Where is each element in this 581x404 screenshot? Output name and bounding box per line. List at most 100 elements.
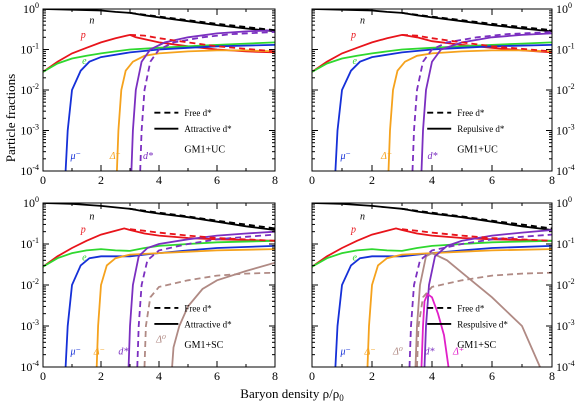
series-group [312,9,552,171]
series-group [43,203,275,367]
series-line-5 [420,32,552,171]
y-tick-exponent: -3 [32,318,39,327]
curve-label: p [350,224,356,235]
y-tick-label: 10-4 [556,359,575,374]
curve-label: Δ⁻ [109,151,121,162]
y-tick-base: 10 [20,319,32,333]
series-line-1 [43,227,275,268]
curve-label: Δ⁻ [93,347,105,358]
panel-annotation: GM1+SC [184,340,223,351]
y-tick-exponent: -2 [568,82,575,91]
series-group [43,9,275,171]
series-line-4 [387,49,552,171]
x-tick-label: 4 [156,173,162,187]
x-tick-label: 6 [214,173,220,187]
y-tick-exponent: 0 [568,195,572,204]
y-tick-base: 10 [556,2,568,16]
y-tick-label: 10-2 [556,277,575,292]
series-line-8 [129,12,275,32]
series-line-8 [408,233,552,367]
series-line-2 [43,41,275,73]
curve-label: e [82,56,87,67]
y-tick-label: 10-2 [556,82,575,97]
x-tick-label: 8 [272,173,278,187]
y-tick-label: 10-2 [20,277,39,292]
x-tick-label: 6 [489,369,495,383]
y-tick-label: 10-3 [556,318,575,333]
y-tick-base: 10 [20,237,32,251]
series-line-5 [127,230,275,367]
y-tick-label: 10-1 [556,236,575,251]
y-tick-exponent: -2 [32,277,39,286]
y-tick-label: 10-3 [20,123,39,138]
curve-label: μ⁻ [340,151,351,162]
curve-label: n [360,211,365,222]
series-line-10 [129,207,275,230]
y-tick-base: 10 [23,2,35,16]
y-axis-label: Particle fractions [3,74,18,162]
x-tick-label: 0 [309,173,315,187]
series-line-6 [136,233,275,367]
y-tick-label: 10-1 [556,42,575,57]
y-tick-label: 10-2 [20,82,39,97]
curve-label: d* [118,347,128,358]
x-tick-label: 4 [429,369,435,383]
y-tick-base: 10 [20,83,32,97]
y-tick-label: 10-3 [20,318,39,333]
curve-label: d* [425,347,435,358]
y-tick-base: 10 [20,278,32,292]
curve-label: Δ⁰ [392,347,403,358]
x-tick-label: 6 [214,369,220,383]
y-tick-label: 10-4 [20,359,39,374]
series-line-7 [129,34,275,53]
series-line-9 [129,228,275,242]
plot-frame [311,202,553,368]
series-line-2 [312,41,552,73]
y-tick-base: 10 [20,360,32,374]
x-tick-label: 4 [429,173,435,187]
y-tick-exponent: -3 [568,318,575,327]
curve-label: Δ⁻ [364,347,376,358]
y-tick-base: 10 [556,319,568,333]
y-tick-exponent: 0 [35,195,39,204]
y-tick-base: 10 [556,278,568,292]
series-line-8 [143,271,275,367]
y-tick-exponent: 0 [568,1,572,10]
series-line-4 [116,49,275,171]
y-tick-base: 10 [556,43,568,57]
y-tick-exponent: -4 [32,359,39,368]
series-line-6 [139,31,275,171]
series-line-3 [334,245,552,367]
curve-label: n [360,16,365,27]
curve-label: d* [143,151,153,162]
y-tick-exponent: -1 [568,236,575,245]
y-tick-exponent: -2 [568,277,575,286]
curve-label: d* [428,151,438,162]
y-tick-label: 10-4 [20,163,39,178]
series-line-3 [64,44,275,171]
curve-label: μ⁻ [70,347,81,358]
y-tick-base: 10 [556,124,568,138]
curve-label: e [82,252,87,263]
x-tick-label: 2 [369,173,375,187]
series-line-10 [401,228,552,242]
y-tick-base: 10 [23,196,35,210]
x-tick-label: 0 [309,369,315,383]
series-line-11 [401,207,552,230]
x-tick-label: 2 [98,173,104,187]
plot-frame [42,8,276,172]
panel-annotation: GM1+UC [457,145,498,156]
y-tick-exponent: -1 [32,42,39,51]
x-tick-label: 4 [156,369,162,383]
y-tick-base: 10 [556,196,568,210]
legend-label: Attractive d* [184,124,232,134]
x-tick-label: 8 [549,369,555,383]
x-axis-label-main: Baryon density ρ/ρ [240,386,339,401]
series-line-2 [312,239,552,268]
curve-label: μ⁻ [70,151,81,162]
